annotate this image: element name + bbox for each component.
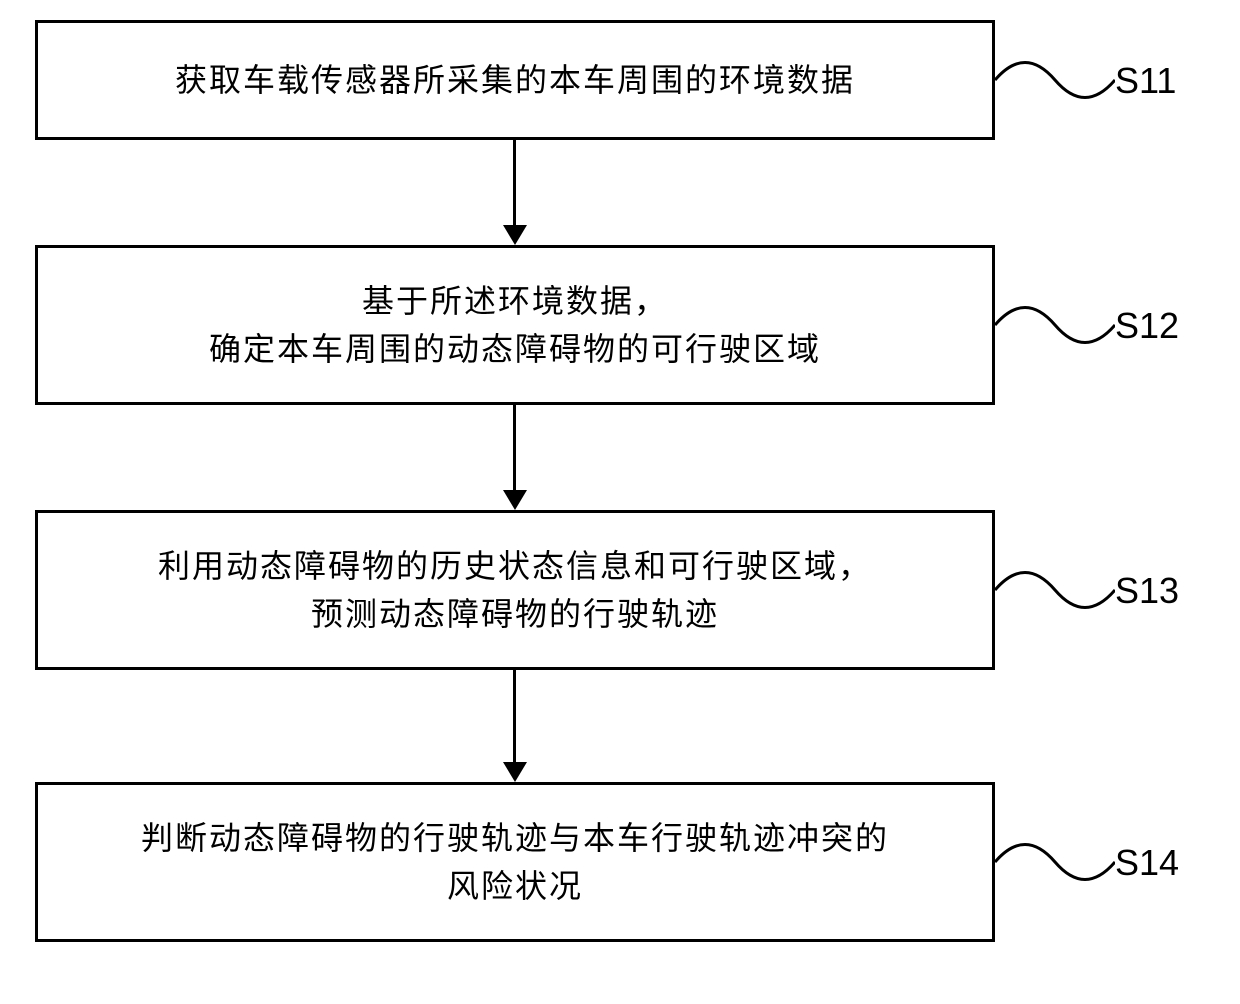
step-text-s12: 基于所述环境数据，确定本车周围的动态障碍物的可行驶区域 [209,277,821,373]
wave-connector-s13 [995,550,1115,630]
step-text-s11: 获取车载传感器所采集的本车周围的环境数据 [175,56,855,104]
step-text-s13: 利用动态障碍物的历史状态信息和可行驶区域，预测动态障碍物的行驶轨迹 [158,542,872,638]
step-label-s12: S12 [1115,305,1179,347]
arrow-head-2 [503,490,527,510]
step-text-s14: 判断动态障碍物的行驶轨迹与本车行驶轨迹冲突的风险状况 [141,814,889,910]
step-box-s13: 利用动态障碍物的历史状态信息和可行驶区域，预测动态障碍物的行驶轨迹 [35,510,995,670]
step-label-s13: S13 [1115,570,1179,612]
arrow-connector-1 [513,140,516,228]
wave-connector-s14 [995,822,1115,902]
arrow-connector-2 [513,405,516,493]
arrow-connector-3 [513,670,516,765]
step-box-s12: 基于所述环境数据，确定本车周围的动态障碍物的可行驶区域 [35,245,995,405]
wave-connector-s12 [995,285,1115,365]
step-box-s11: 获取车载传感器所采集的本车周围的环境数据 [35,20,995,140]
wave-connector-s11 [995,40,1115,120]
step-box-s14: 判断动态障碍物的行驶轨迹与本车行驶轨迹冲突的风险状况 [35,782,995,942]
step-label-s14: S14 [1115,842,1179,884]
arrow-head-1 [503,225,527,245]
arrow-head-3 [503,762,527,782]
step-label-s11: S11 [1115,60,1176,102]
flowchart-container: 获取车载传感器所采集的本车周围的环境数据 S11 基于所述环境数据，确定本车周围… [0,0,1240,1004]
